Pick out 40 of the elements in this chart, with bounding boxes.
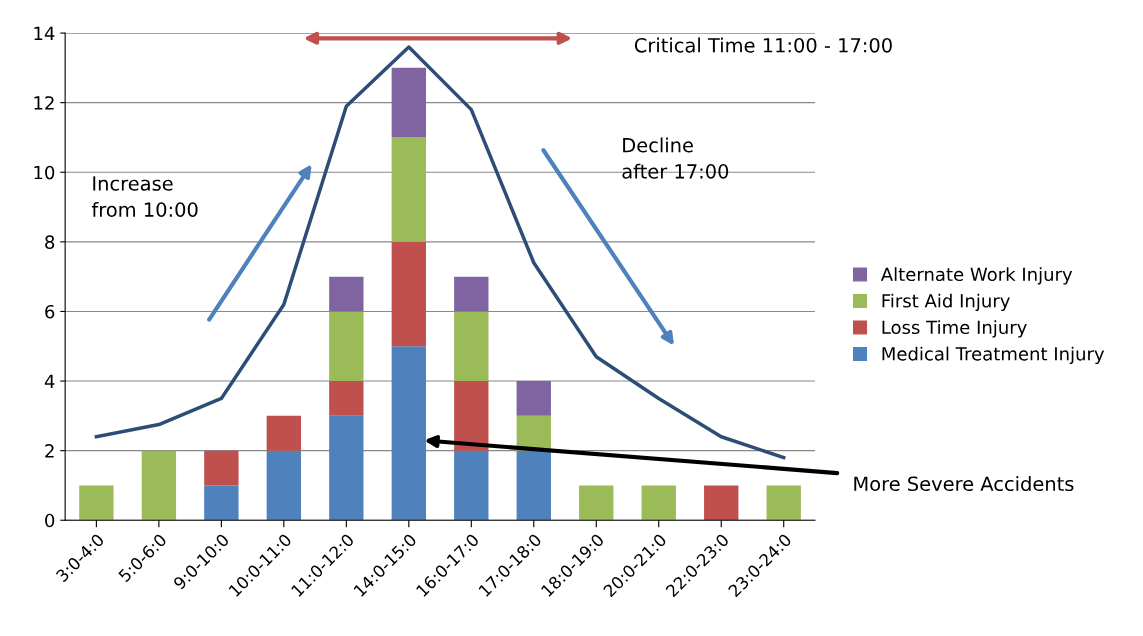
bar — [329, 276, 364, 312]
bar — [454, 381, 489, 451]
bar — [391, 67, 426, 138]
bar — [704, 485, 739, 521]
bar — [329, 311, 364, 382]
bar — [391, 346, 426, 521]
bar — [641, 485, 676, 521]
legend-label: Medical Treatment Injury — [882, 346, 1105, 365]
annotation: Increase from 10:00 — [91, 176, 198, 217]
bar — [204, 485, 239, 521]
legend-label: Loss Time Injury — [882, 320, 1027, 338]
y-tick-label: 2 — [45, 444, 54, 458]
legend-label: First Aid Injury — [882, 293, 1010, 312]
bar — [329, 381, 364, 416]
annotation: Decline after 17:00 — [622, 137, 729, 179]
annotation: Critical Time 11:00 - 17:00 — [634, 37, 892, 53]
bar — [454, 311, 489, 382]
bar — [579, 485, 614, 521]
bar — [516, 450, 551, 521]
bar — [141, 450, 177, 521]
y-tick-label: 0 — [45, 513, 55, 528]
bar — [79, 485, 114, 521]
bar — [329, 415, 364, 521]
bar — [391, 241, 426, 347]
text: More Severe Accidents — [854, 476, 1074, 492]
bar — [204, 450, 239, 486]
bar — [266, 450, 302, 521]
bar — [766, 485, 801, 521]
y-tick-label: 4 — [44, 374, 55, 388]
y-tick-label: 12 — [34, 96, 54, 110]
y-tick-label: 14 — [34, 26, 55, 40]
y-tick-label: 10 — [34, 165, 55, 180]
bar — [454, 276, 489, 312]
bar — [266, 415, 302, 451]
y-tick-label: 8 — [45, 235, 55, 249]
legend-label: Alternate Work Injury — [880, 267, 1073, 285]
bar — [454, 450, 489, 521]
bar — [516, 381, 551, 416]
y-tick-label: 6 — [45, 304, 55, 319]
bar — [391, 137, 426, 242]
